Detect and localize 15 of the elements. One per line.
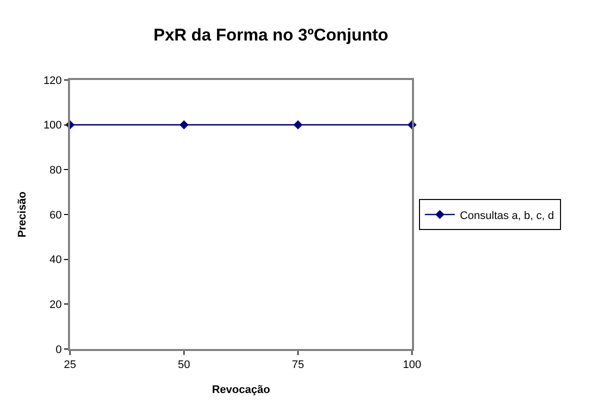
- y-tick-label: 20: [50, 299, 62, 312]
- y-tick-label: 60: [50, 209, 62, 222]
- x-tick-label: 25: [64, 359, 76, 372]
- y-axis-title: Precisão: [16, 191, 29, 238]
- x-tick-label: 100: [402, 359, 422, 372]
- chart-title: PxR da Forma no 3ºConjunto: [154, 25, 388, 44]
- x-axis-title: Revocação: [212, 384, 270, 396]
- x-tick-label: 50: [178, 359, 190, 372]
- y-tick-label: 80: [50, 164, 62, 177]
- y-tick-label: 0: [56, 344, 62, 356]
- x-tick-label: 75: [292, 359, 304, 372]
- y-tick-label: 120: [43, 74, 62, 87]
- y-tick-label: 40: [50, 254, 62, 266]
- legend-label: Consultas a, b, c, d: [460, 210, 554, 222]
- y-tick-label: 100: [43, 120, 62, 132]
